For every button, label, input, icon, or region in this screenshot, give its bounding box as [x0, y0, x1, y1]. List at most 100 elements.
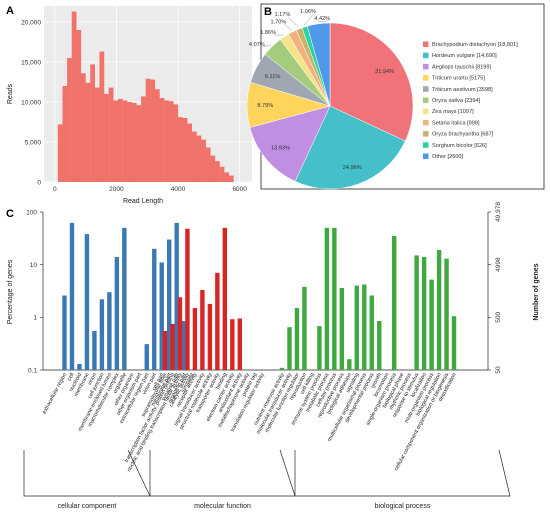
histogram-bar	[127, 102, 132, 182]
histogram-y-tick-label: 20,000	[21, 19, 41, 26]
pie-label-leader	[318, 20, 329, 23]
go-bar	[99, 299, 105, 370]
go-bar	[167, 239, 172, 370]
go-category-label: virion	[87, 372, 98, 386]
go-bar	[451, 316, 457, 370]
go-bar	[429, 279, 434, 370]
species-pie-chart: 31.94% 24.96% 13.93% 8.79% 6.11% 4.07% 1.86% 1.…	[246, 3, 545, 190]
go-bar	[444, 258, 449, 370]
pie-slice	[306, 22, 331, 107]
histogram-bar	[224, 172, 230, 182]
go-left-axis-label: Percentage of genes	[7, 259, 14, 324]
histogram-bar	[104, 94, 109, 182]
pie-percentage-label: 6.11%	[265, 74, 280, 80]
histogram-bar	[108, 87, 114, 182]
legend-label: Hordeum vulgare [14,690]	[432, 53, 497, 59]
go-bar	[354, 285, 359, 370]
go-bar	[436, 249, 442, 370]
histogram-x-ticks: 0 2000 4000 6000	[53, 186, 247, 193]
pie-percentage-label: 13.93%	[271, 146, 290, 152]
histogram-x-tick-label: 4000	[171, 186, 186, 193]
go-y-tick-label: 10	[30, 262, 38, 269]
go-bar	[84, 234, 90, 370]
go-y-tick-label: 1	[33, 315, 37, 322]
histogram-bar	[178, 117, 183, 182]
histogram-y-axis-label: Reads	[7, 83, 14, 104]
pie-percentage-label: 1.70%	[270, 19, 286, 25]
pie-percentage-label: 4.07%	[249, 42, 265, 48]
legend-swatch	[423, 142, 429, 148]
go-bar	[369, 295, 374, 370]
go-bars	[62, 222, 457, 370]
go-group-brackets: cellular component molecular function biol…	[23, 449, 511, 510]
pie-label-leader	[303, 13, 315, 26]
legend-label: Triticum urartu [5175]	[432, 76, 485, 82]
legend-swatch	[423, 131, 429, 137]
go-bar	[332, 227, 337, 370]
histogram-x-axis-label: Read Length	[123, 198, 163, 205]
go-bar	[174, 222, 179, 370]
go-group-label: biological process	[375, 503, 431, 510]
legend-label: Aegilops tauschii [8199]	[432, 64, 492, 70]
go-bar	[222, 227, 228, 370]
pie-label-leader	[262, 44, 271, 48]
go-bar	[421, 256, 427, 370]
histogram-bar	[131, 102, 137, 182]
go-left-y-ticks: 0.1 1 10 100	[26, 209, 43, 374]
go-bar	[200, 290, 205, 370]
pie-percentage-label: 31.94%	[375, 69, 394, 75]
go-bar	[279, 367, 285, 370]
legend-swatch	[423, 108, 429, 115]
legend-swatch	[423, 52, 429, 59]
go-bar	[62, 295, 67, 370]
pie-slice	[294, 105, 406, 190]
go-bar	[114, 256, 120, 370]
go-bar	[92, 331, 97, 370]
histogram-bar	[173, 104, 179, 182]
go-category-labels: extracellular regioncellnucleoidmembrane…	[42, 372, 458, 473]
histogram-bar	[164, 100, 169, 182]
go-y2-tick-label: 50	[495, 366, 502, 374]
go-category-label: cell	[67, 372, 76, 382]
pie-percentage-label: 24.96%	[343, 165, 362, 171]
go-bar	[287, 327, 292, 370]
go-group-label: molecular function	[194, 503, 251, 510]
go-bar	[294, 308, 300, 370]
legend-label: Setaria italica [998]	[432, 120, 480, 126]
go-bar	[317, 326, 322, 370]
histogram-bar	[168, 101, 174, 182]
histogram-bar	[62, 86, 68, 182]
go-bar	[152, 248, 157, 370]
pie-label-leader	[288, 16, 299, 28]
histogram-bar	[122, 100, 128, 182]
go-bar	[207, 303, 213, 370]
legend-swatch	[423, 41, 429, 47]
histogram-x-tick-label: 0	[53, 186, 57, 193]
go-bar	[392, 236, 397, 370]
go-bar	[324, 227, 330, 370]
pie-legend: Brachypodium distachyon [18,801] Hordeum …	[423, 41, 518, 160]
legend-swatch	[423, 153, 429, 159]
histogram-x-tick-label: 6000	[232, 186, 247, 193]
histogram-bar	[154, 89, 160, 182]
histogram-bar	[117, 98, 123, 182]
go-group-bracket	[23, 449, 151, 497]
go-bar	[339, 288, 345, 370]
panel-c-letter: C	[6, 208, 14, 220]
go-bar	[144, 344, 149, 370]
histogram-bar	[191, 131, 197, 182]
histogram-bar	[113, 100, 119, 182]
go-y2-tick-label: 500	[495, 312, 502, 323]
histogram-bar	[76, 30, 82, 182]
legend-swatch	[423, 63, 429, 70]
read-length-histogram: 0 2000 4000 6000 0 5,000 10,000 15,000 20,000 R…	[7, 6, 252, 205]
pie-percentage-label: 1.17%	[274, 12, 290, 18]
go-bar	[215, 272, 220, 370]
histogram-bar	[228, 175, 234, 182]
histogram-bar	[80, 73, 86, 182]
legend-swatch	[423, 75, 429, 81]
legend-label: Oryza brachyantha [687]	[432, 132, 494, 138]
legend-label: Other [2600]	[432, 154, 464, 160]
histogram-bar	[205, 147, 211, 182]
go-bar	[69, 222, 75, 370]
